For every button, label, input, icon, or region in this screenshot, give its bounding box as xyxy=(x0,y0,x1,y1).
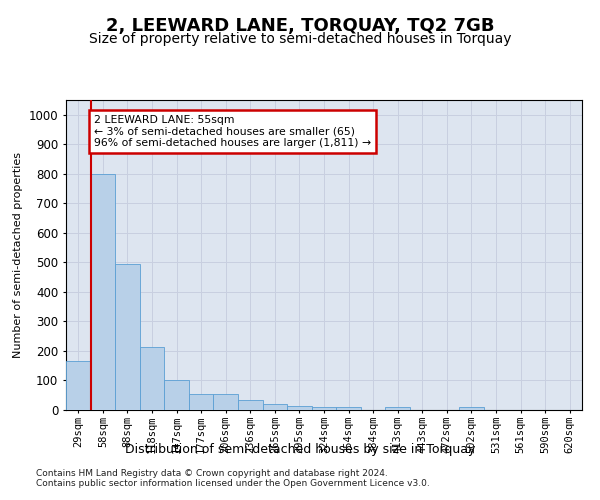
Text: Size of property relative to semi-detached houses in Torquay: Size of property relative to semi-detach… xyxy=(89,32,511,46)
Bar xyxy=(385,407,410,410)
Text: Distribution of semi-detached houses by size in Torquay: Distribution of semi-detached houses by … xyxy=(125,442,475,456)
Bar xyxy=(91,174,115,410)
Y-axis label: Number of semi-detached properties: Number of semi-detached properties xyxy=(13,152,23,358)
Bar xyxy=(140,346,164,410)
Bar xyxy=(189,394,214,410)
Bar xyxy=(164,380,189,410)
Text: Contains HM Land Registry data © Crown copyright and database right 2024.: Contains HM Land Registry data © Crown c… xyxy=(36,469,388,478)
Bar xyxy=(459,407,484,410)
Text: 2, LEEWARD LANE, TORQUAY, TQ2 7GB: 2, LEEWARD LANE, TORQUAY, TQ2 7GB xyxy=(106,18,494,36)
Bar xyxy=(115,264,140,410)
Bar xyxy=(66,362,91,410)
Bar xyxy=(312,407,336,410)
Bar xyxy=(214,394,238,410)
Text: Contains public sector information licensed under the Open Government Licence v3: Contains public sector information licen… xyxy=(36,479,430,488)
Bar xyxy=(238,400,263,410)
Bar xyxy=(263,404,287,410)
Bar xyxy=(336,407,361,410)
Bar xyxy=(287,406,312,410)
Text: 2 LEEWARD LANE: 55sqm
← 3% of semi-detached houses are smaller (65)
96% of semi-: 2 LEEWARD LANE: 55sqm ← 3% of semi-detac… xyxy=(94,115,371,148)
